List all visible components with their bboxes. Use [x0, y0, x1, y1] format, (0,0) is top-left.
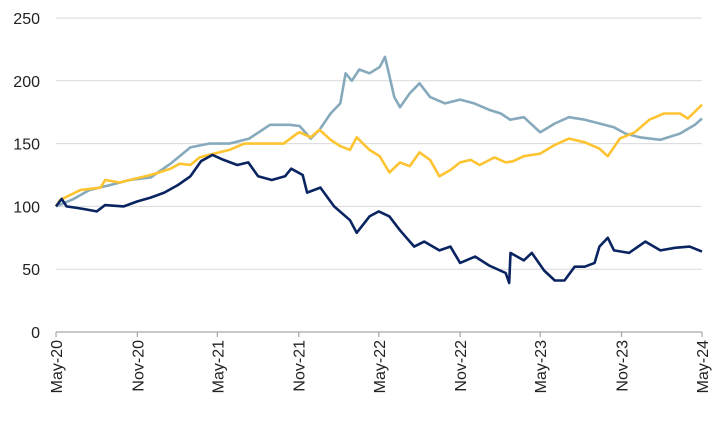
y-tick-label: 250 — [13, 11, 40, 28]
series-line-1 — [54, 103, 703, 208]
x-tick-label: May-20 — [49, 340, 66, 393]
y-tick-label: 0 — [31, 325, 40, 342]
y-tick-label: 100 — [13, 199, 40, 216]
y-axis-labels: 0 50 100 150 200 250 — [13, 11, 40, 342]
y-tick-label: 50 — [22, 262, 40, 279]
x-tick-label: May-21 — [210, 340, 227, 393]
y-tick-label: 200 — [13, 74, 40, 91]
x-tick-label: Nov-23 — [615, 340, 632, 392]
series-lines — [54, 55, 703, 285]
y-tick-label: 150 — [13, 137, 40, 154]
series-line-0 — [55, 55, 703, 208]
x-tick-label: Nov-22 — [453, 340, 470, 392]
x-axis: May-20 Nov-20 May-21 Nov-21 May-22 Nov-22 May-… — [49, 331, 712, 393]
x-tick-label: May-22 — [372, 340, 389, 393]
series-line-2 — [54, 153, 703, 285]
x-tick-label: Nov-21 — [292, 340, 309, 392]
x-tick-label: May-24 — [695, 340, 712, 393]
gridlines — [56, 17, 702, 270]
x-tick-label: May-23 — [533, 340, 550, 393]
x-tick-label: Nov-20 — [130, 340, 147, 392]
